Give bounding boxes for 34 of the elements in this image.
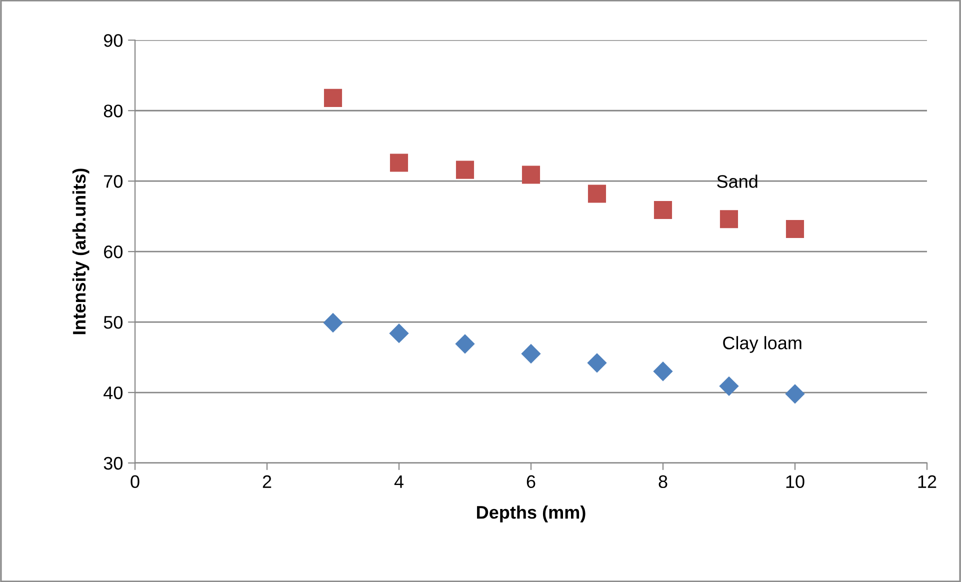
- y-tick-label: 50: [104, 316, 123, 329]
- y-tick-label: 70: [104, 175, 123, 188]
- point: [653, 362, 673, 382]
- point: [389, 323, 409, 344]
- y-tick-label: 90: [104, 34, 123, 47]
- x-tick-label: 4: [394, 475, 404, 488]
- point: [390, 154, 408, 172]
- series-label: Sand: [717, 174, 758, 188]
- point: [588, 184, 606, 203]
- point: [455, 334, 475, 354]
- point: [719, 376, 739, 396]
- y-axis-title: Intensity (arb.units): [72, 168, 90, 334]
- series-label: Clay loam: [723, 336, 802, 353]
- y-tick-label: 80: [104, 104, 123, 118]
- x-tick-label: 10: [786, 475, 804, 488]
- point: [522, 166, 540, 184]
- point: [521, 344, 541, 364]
- point: [720, 210, 738, 228]
- x-tick-label: 2: [262, 475, 272, 488]
- point: [786, 220, 804, 238]
- point: [323, 312, 343, 333]
- point: [456, 160, 474, 179]
- x-tick-label: 6: [526, 475, 536, 488]
- y-tick-label: 40: [104, 386, 123, 400]
- point: [654, 200, 672, 220]
- point: [785, 384, 805, 404]
- y-tick-label: 60: [104, 246, 123, 258]
- x-tick-label: 8: [658, 475, 668, 488]
- x-tick-label: 12: [918, 475, 936, 488]
- x-tick-label: 0: [130, 475, 140, 488]
- x-axis-title: Depths (mm): [477, 506, 586, 522]
- point: [324, 88, 342, 107]
- y-tick-label: 30: [104, 456, 123, 470]
- point: [587, 353, 607, 373]
